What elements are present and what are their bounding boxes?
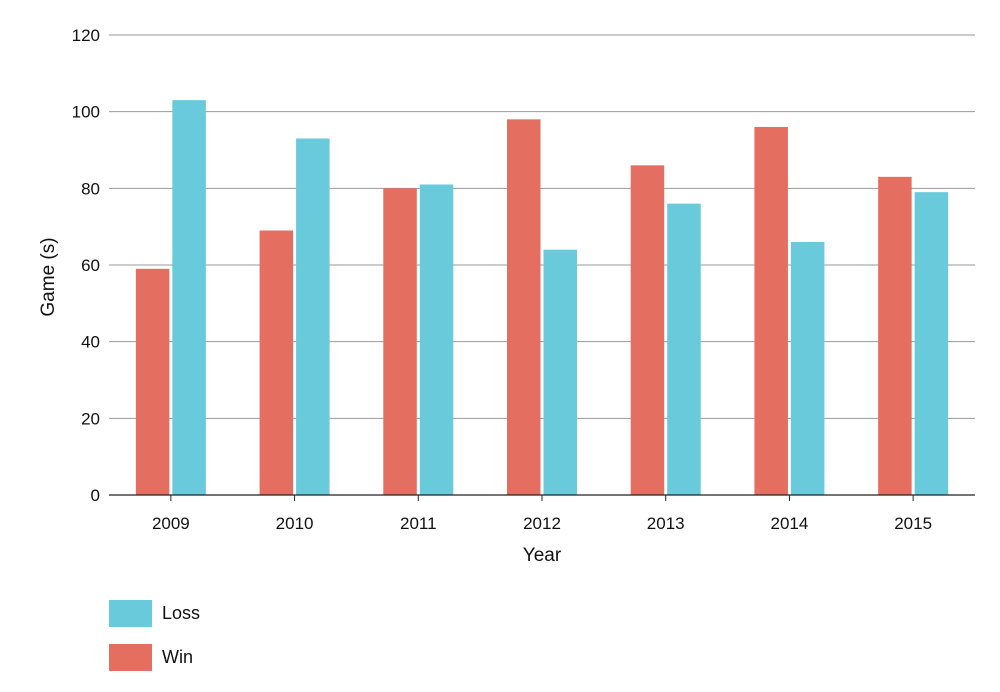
y-tick-label: 100: [72, 103, 100, 122]
bar-win-2014: [754, 127, 788, 495]
y-axis-title: Game (s): [38, 237, 59, 316]
y-axis-ticks: 0 20 40 60 80 100 120: [72, 26, 100, 505]
x-tick-label: 2009: [152, 514, 190, 533]
bar-loss-2013: [667, 203, 701, 495]
legend-item-win: Win: [109, 642, 200, 672]
x-tick-label: 2012: [523, 514, 561, 533]
x-tick-label: 2010: [276, 514, 314, 533]
x-tick-label: 2015: [894, 514, 932, 533]
bar-win-2010: [259, 230, 294, 495]
bar-win-2015: [878, 176, 912, 496]
bar-win-2011: [383, 188, 417, 496]
bar-loss-2015: [914, 192, 949, 495]
x-tick-label: 2011: [400, 514, 437, 533]
legend-label-loss: Loss: [162, 602, 201, 623]
bar-win-2012: [507, 119, 541, 495]
y-tick-label: 20: [81, 409, 100, 428]
legend-item-loss: Loss: [109, 598, 200, 628]
y-tick-label: 40: [81, 333, 100, 352]
y-tick-label: 120: [72, 26, 100, 45]
x-tick-label: 2013: [647, 514, 685, 533]
y-tick-label: 0: [91, 486, 100, 505]
gridlines: [109, 34, 975, 419]
bar-win-2013: [630, 165, 665, 496]
legend-label-win: Win: [162, 646, 193, 667]
x-tick-label: 2014: [771, 514, 809, 533]
bar-win-2009: [135, 268, 170, 495]
bar-loss-2014: [790, 242, 825, 495]
bar-loss-2010: [296, 138, 330, 495]
x-axis-title: Year: [523, 545, 562, 566]
y-tick-label: 60: [81, 256, 100, 275]
legend-swatch-win: [109, 643, 152, 671]
bar-chart: 0 20 40 60 80 100 120 2009 2010 2011 2012 2013 2014…: [38, 26, 975, 566]
legend: Loss Win: [109, 598, 200, 686]
y-tick-label: 80: [81, 179, 100, 198]
bar-loss-2011: [419, 184, 454, 495]
x-axis-ticks: 2009 2010 2011 2012 2013 2014 2015: [152, 495, 932, 533]
legend-swatch-loss: [109, 599, 152, 627]
bars: [135, 100, 949, 496]
bar-loss-2012: [543, 249, 577, 495]
bar-loss-2009: [172, 100, 206, 496]
